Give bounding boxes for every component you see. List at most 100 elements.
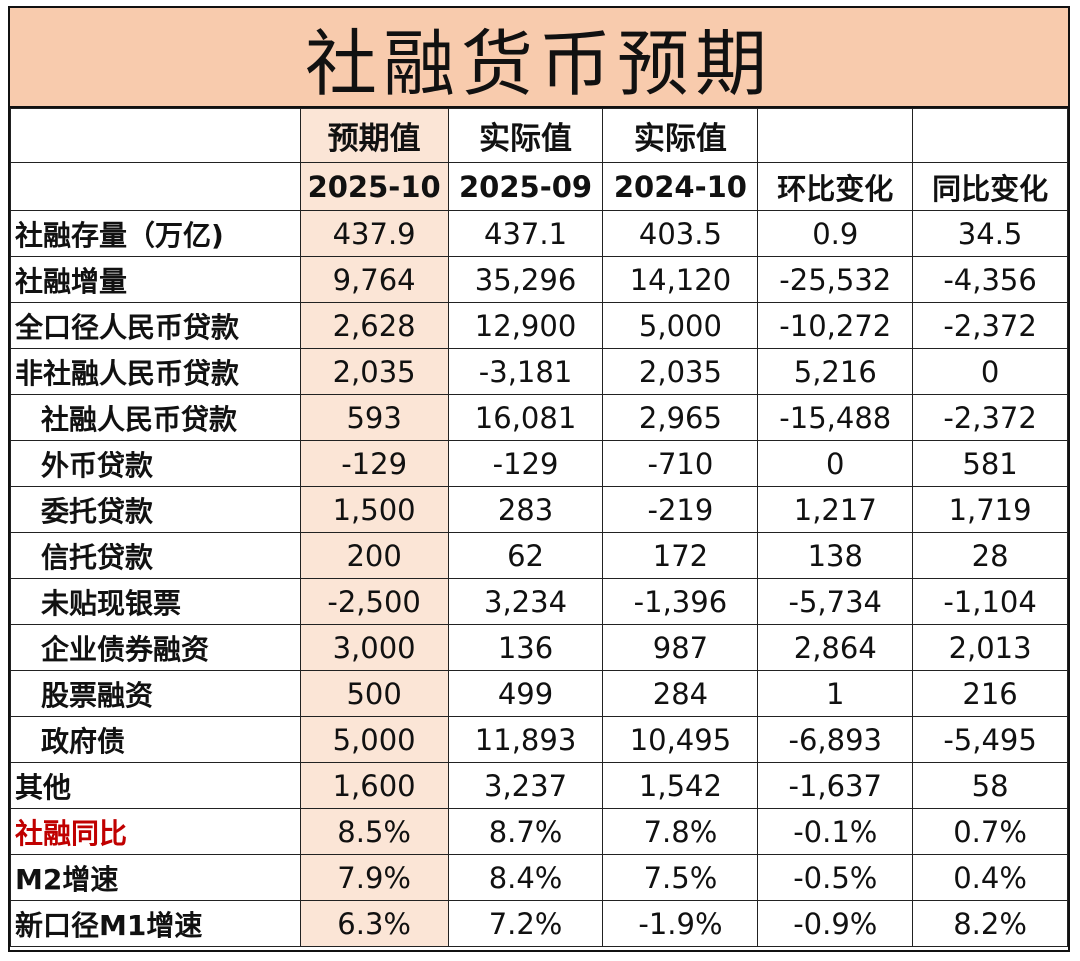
table-row: 未贴现银票 -2,500 3,234 -1,396 -5,734 -1,104: [10, 578, 1068, 625]
row-label: 社融同比: [10, 808, 301, 855]
value-cell: 172: [602, 532, 759, 579]
header-cell: 同比变化: [912, 162, 1068, 211]
value-cell: 0.9: [757, 210, 914, 257]
value-cell: 16,081: [447, 394, 604, 441]
value-cell: -1,396: [602, 578, 759, 625]
row-label: 社融人民币贷款: [10, 394, 301, 441]
row-label: 企业债券融资: [10, 624, 301, 671]
header-cell: [10, 108, 301, 163]
header-cell: 2024-10: [602, 162, 759, 211]
value-cell: -2,372: [912, 302, 1068, 349]
row-label: 社融增量: [10, 256, 301, 303]
value-cell: 9,764: [299, 256, 449, 303]
value-cell: 987: [602, 624, 759, 671]
value-cell: 2,965: [602, 394, 759, 441]
value-cell: 62: [447, 532, 604, 579]
value-cell: 11,893: [447, 716, 604, 763]
header-cell: 2025-09: [447, 162, 604, 211]
value-cell: 0: [757, 440, 914, 487]
header-cell: 2025-10: [299, 162, 449, 211]
value-cell: -10,272: [757, 302, 914, 349]
value-cell: -219: [602, 486, 759, 533]
value-cell: -3,181: [447, 348, 604, 395]
value-cell: 3,000: [299, 624, 449, 671]
value-cell: 5,000: [299, 716, 449, 763]
row-label: 政府债: [10, 716, 301, 763]
value-cell: -0.9%: [757, 900, 914, 947]
table-row: 外币贷款 -129 -129 -710 0 581: [10, 440, 1068, 487]
value-cell: 1,542: [602, 762, 759, 809]
value-cell: 28: [912, 532, 1068, 579]
value-cell: 8.4%: [447, 854, 604, 901]
value-cell: -129: [447, 440, 604, 487]
value-cell: 8.5%: [299, 808, 449, 855]
value-cell: -4,356: [912, 256, 1068, 303]
row-label: 全口径人民币贷款: [10, 302, 301, 349]
row-label: 外币贷款: [10, 440, 301, 487]
header-row-1: 预期值 实际值 实际值: [10, 108, 1068, 163]
value-cell: 2,628: [299, 302, 449, 349]
row-label: 其他: [10, 762, 301, 809]
value-cell: 2,035: [299, 348, 449, 395]
value-cell: 3,237: [447, 762, 604, 809]
table-row: 社融存量（万亿) 437.9 437.1 403.5 0.9 34.5: [10, 210, 1068, 257]
value-cell: -0.1%: [757, 808, 914, 855]
value-cell: -2,372: [912, 394, 1068, 441]
value-cell: 2,864: [757, 624, 914, 671]
value-cell: -2,500: [299, 578, 449, 625]
table-row: 其他 1,600 3,237 1,542 -1,637 58: [10, 762, 1068, 809]
header-row-2: 2025-10 2025-09 2024-10 环比变化 同比变化: [10, 162, 1068, 211]
row-label: 社融存量（万亿): [10, 210, 301, 257]
value-cell: -15,488: [757, 394, 914, 441]
table-row: 股票融资 500 499 284 1 216: [10, 670, 1068, 717]
value-cell: 1,719: [912, 486, 1068, 533]
table-row: 政府债 5,000 11,893 10,495 -6,893 -5,495: [10, 716, 1068, 763]
value-cell: 136: [447, 624, 604, 671]
row-label: 新口径M1增速: [10, 900, 301, 947]
value-cell: 7.2%: [447, 900, 604, 947]
value-cell: 8.2%: [912, 900, 1068, 947]
value-cell: -129: [299, 440, 449, 487]
value-cell: 500: [299, 670, 449, 717]
value-cell: 12,900: [447, 302, 604, 349]
value-cell: 437.9: [299, 210, 449, 257]
value-cell: 581: [912, 440, 1068, 487]
header-cell: 实际值: [447, 108, 604, 163]
value-cell: 34.5: [912, 210, 1068, 257]
value-cell: 1,217: [757, 486, 914, 533]
row-label: M2增速: [10, 854, 301, 901]
value-cell: -1.9%: [602, 900, 759, 947]
table-row: 社融同比 8.5% 8.7% 7.8% -0.1% 0.7%: [10, 808, 1068, 855]
value-cell: 14,120: [602, 256, 759, 303]
value-cell: 593: [299, 394, 449, 441]
header-cell: [757, 108, 914, 163]
value-cell: 1,600: [299, 762, 449, 809]
header-cell: 环比变化: [757, 162, 914, 211]
table-row: 新口径M1增速 6.3% 7.2% -1.9% -0.9% 8.2%: [10, 900, 1068, 947]
row-label: 信托贷款: [10, 532, 301, 579]
table-row: 社融增量 9,764 35,296 14,120 -25,532 -4,356: [10, 256, 1068, 303]
value-cell: -1,104: [912, 578, 1068, 625]
value-cell: -5,734: [757, 578, 914, 625]
value-cell: 3,234: [447, 578, 604, 625]
header-cell: [10, 162, 301, 211]
value-cell: -5,495: [912, 716, 1068, 763]
table-row: 社融人民币贷款 593 16,081 2,965 -15,488 -2,372: [10, 394, 1068, 441]
table-row: 全口径人民币贷款 2,628 12,900 5,000 -10,272 -2,372: [10, 302, 1068, 349]
value-cell: -1,637: [757, 762, 914, 809]
value-cell: 5,000: [602, 302, 759, 349]
row-label: 非社融人民币贷款: [10, 348, 301, 395]
value-cell: 8.7%: [447, 808, 604, 855]
value-cell: 0.7%: [912, 808, 1068, 855]
table-row: 委托贷款 1,500 283 -219 1,217 1,719: [10, 486, 1068, 533]
value-cell: 7.5%: [602, 854, 759, 901]
table-row: 企业债券融资 3,000 136 987 2,864 2,013: [10, 624, 1068, 671]
value-cell: 2,013: [912, 624, 1068, 671]
row-label: 未贴现银票: [10, 578, 301, 625]
value-cell: 5,216: [757, 348, 914, 395]
value-cell: 0: [912, 348, 1068, 395]
value-cell: 216: [912, 670, 1068, 717]
table-frame: 社融货币预期 预期值 实际值 实际值 2025-10 2025-09: [8, 6, 1070, 952]
value-cell: 403.5: [602, 210, 759, 257]
table-row: 信托贷款 200 62 172 138 28: [10, 532, 1068, 579]
